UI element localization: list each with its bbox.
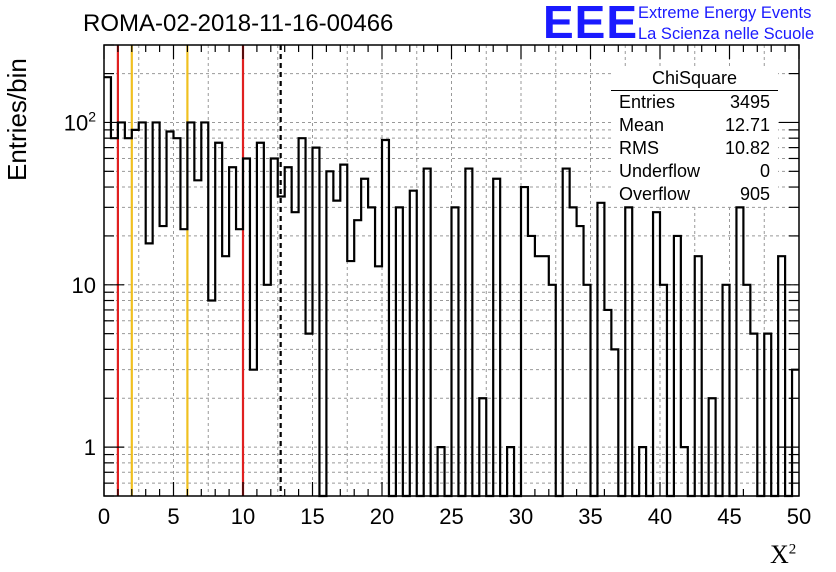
stats-value: 0 <box>759 161 770 181</box>
x-tick-label: 5 <box>167 504 179 529</box>
chart-title: ROMA-02-2018-11-16-00466 <box>83 10 394 37</box>
stats-label: RMS <box>619 138 659 158</box>
x-tick-label: 40 <box>648 504 672 529</box>
stats-label: Overflow <box>619 184 691 204</box>
stats-row-underflow: Underflow 0 <box>611 160 778 183</box>
x-tick-label: 10 <box>231 504 255 529</box>
eee-logo-mark: EEE <box>543 0 639 48</box>
logo-line-1: Extreme Energy Events <box>638 4 812 22</box>
stats-row-overflow: Overflow 905 <box>611 183 778 206</box>
stats-row-mean: Mean 12.71 <box>611 114 778 137</box>
x-axis-title-base: X <box>770 540 789 569</box>
stats-title: ChiSquare <box>611 66 778 91</box>
stats-value: 3495 <box>729 92 770 112</box>
logo-line-2: La Scienza nelle Scuole <box>638 25 815 43</box>
x-axis-title: X2 <box>770 540 796 570</box>
x-tick-label: 0 <box>98 504 110 529</box>
eee-logo: EEE Extreme Energy Events La Scienza nel… <box>543 0 814 48</box>
y-axis-title: Entries/bin <box>2 58 32 181</box>
stats-value: 12.71 <box>724 115 770 135</box>
x-axis-ticks: 0 5 10 15 20 25 30 35 40 45 50 <box>98 45 811 529</box>
x-tick-label: 25 <box>439 504 463 529</box>
y-tick-label: 10 <box>72 273 96 298</box>
stats-label: Entries <box>619 92 676 112</box>
stats-box: ChiSquare Entries 3495 Mean 12.71 RMS 10… <box>611 66 778 206</box>
x-tick-label: 45 <box>717 504 741 529</box>
marker-lines <box>116 45 282 496</box>
y-axis-ticks: 1 10 102 <box>64 44 799 497</box>
x-tick-label: 50 <box>787 504 811 529</box>
x-tick-label: 35 <box>578 504 602 529</box>
stats-row-rms: RMS 10.82 <box>611 137 778 160</box>
x-axis-title-exponent: 2 <box>788 541 797 558</box>
stats-label: Underflow <box>619 161 701 181</box>
y-tick-label: 1 <box>84 435 96 460</box>
x-tick-label: 20 <box>370 504 394 529</box>
stats-label: Mean <box>619 115 665 135</box>
x-tick-label: 30 <box>509 504 533 529</box>
x-tick-label: 15 <box>300 504 324 529</box>
stats-value: 10.82 <box>724 138 770 158</box>
y-tick-label: 102 <box>64 108 96 135</box>
stats-row-entries: Entries 3495 <box>611 91 778 114</box>
stats-value: 905 <box>739 184 770 204</box>
